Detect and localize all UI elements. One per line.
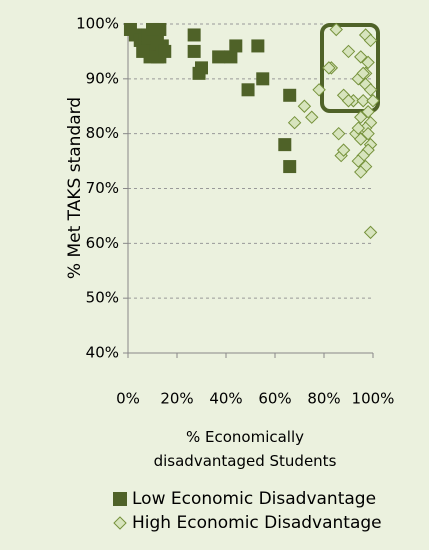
point [356,94,370,108]
y-axis-label: % Met TAKS standard [65,97,85,279]
x-tick-label: 100% [352,390,395,408]
point [331,126,346,141]
point [158,44,172,58]
point [354,50,368,64]
point [187,28,201,42]
legend-label: High Economic Disadvantage [132,513,382,533]
point [305,110,319,124]
y-tick-label: 50% [86,289,119,307]
point [241,83,255,97]
y-tick-label: 100% [76,15,119,33]
y-tick-label: 40% [86,344,119,362]
x-tick-label: 80% [307,390,340,408]
point [146,22,159,36]
point [354,110,368,124]
point [361,105,375,119]
legend-marker [113,492,127,506]
point [136,44,150,58]
point [187,44,201,58]
point [312,83,326,97]
point [363,33,378,48]
y-tick-label: 70% [86,179,119,197]
point [278,138,292,152]
point [356,66,370,81]
point [354,165,368,179]
point [336,143,351,157]
point [361,55,375,70]
point [251,39,265,53]
point [363,225,378,240]
y-tick-label: 80% [86,124,119,142]
x-tick-label: 0% [116,390,140,408]
x-tick-label: 60% [258,390,291,408]
point [341,94,356,108]
y-tick-label: 90% [86,69,119,87]
point [212,50,226,64]
point [366,94,380,108]
x-tick-label: 40% [209,390,242,408]
highlight-box [320,23,380,113]
y-tick-label: 60% [86,234,119,252]
point [150,33,164,47]
point [195,61,208,75]
x-tick-label: 20% [160,390,193,408]
point [351,154,366,168]
point [256,72,270,86]
legend-marker [113,516,127,530]
point [329,22,343,37]
point [297,99,312,113]
point [361,126,375,141]
point [283,160,297,174]
point [229,39,243,53]
x-axis-label: % Economically disadvantaged Students [153,428,337,470]
point [351,121,366,135]
point [363,83,378,97]
point [341,44,356,59]
point [322,61,336,75]
point [283,88,297,102]
point [224,50,238,64]
point [354,132,368,146]
legend-label: Low Economic Disadvantage [132,489,376,509]
point [287,115,302,130]
